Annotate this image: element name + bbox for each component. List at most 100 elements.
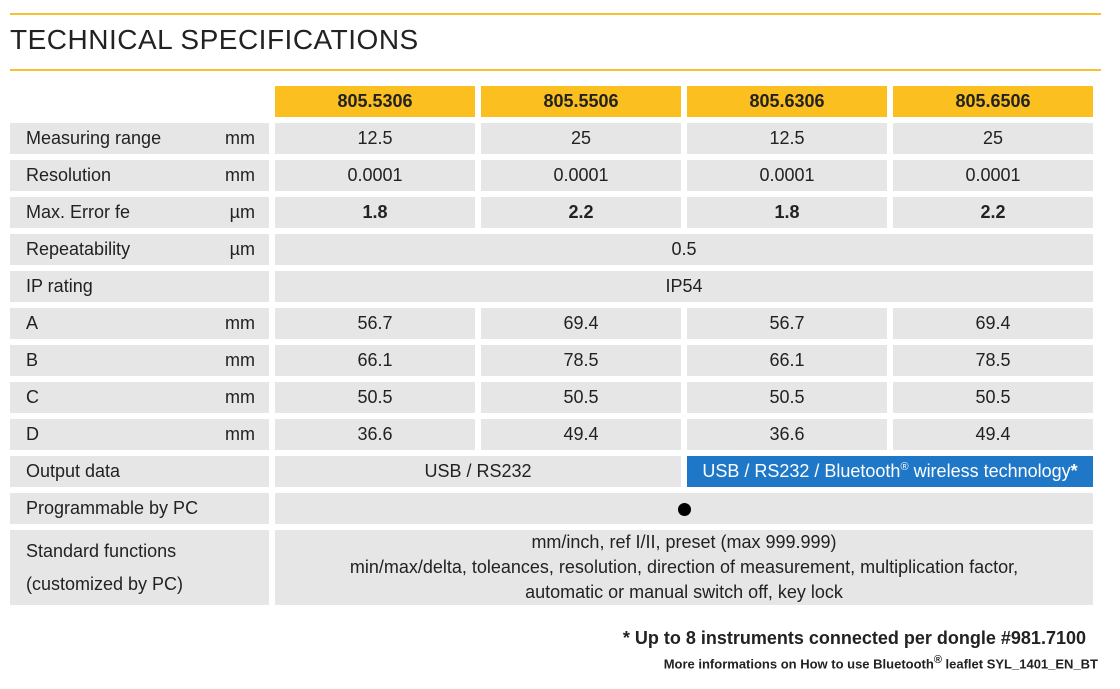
row-label: D [26, 424, 39, 444]
row-unit: mm [225, 128, 255, 148]
table-cell: 25 [893, 123, 1093, 154]
table-row: Resolution mm 0.0001 0.0001 0.0001 0.0001 [10, 160, 1093, 191]
standard-line: mm/inch, ref I/II, preset (max 999.999) [531, 532, 837, 552]
row-label-cell: Output data [10, 456, 269, 487]
table-cell: 69.4 [893, 308, 1093, 339]
table-cell: 36.6 [687, 419, 887, 450]
standard-functions-row: Standard functions (customized by PC) mm… [10, 530, 1093, 605]
row-label: Repeatability [26, 239, 131, 259]
row-label-cell: Measuring range mm [10, 123, 269, 154]
row-unit: mm [225, 387, 255, 407]
standard-functions-label: Standard functions (customized by PC) [26, 535, 269, 601]
output-bluetooth-cell: USB / RS232 / Bluetooth® wireless techno… [687, 456, 1093, 487]
row-label: C [26, 387, 39, 407]
table-cell: 0.0001 [275, 160, 475, 191]
row-label: Measuring range [26, 128, 162, 148]
table-cell: 49.4 [893, 419, 1093, 450]
standard-line: automatic or manual switch off, key lock [525, 582, 843, 602]
table-row: Measuring range mm 12.5 25 12.5 25 [10, 123, 1093, 154]
table-cell: 2.2 [481, 197, 681, 228]
header-row: 805.5306 805.5506 805.6306 805.6506 [10, 86, 1093, 117]
row-label: IP rating [26, 276, 93, 296]
table-cell: 50.5 [893, 382, 1093, 413]
standard-label-line: Standard functions [26, 540, 177, 561]
title-underline [10, 69, 1101, 71]
model-header: 805.5306 [275, 86, 475, 117]
footnote2-prefix: More informations on How to use Bluetoot… [663, 656, 934, 672]
table-cell: 49.4 [481, 419, 681, 450]
registered-mark: ® [900, 461, 909, 473]
output-usb-cell: USB / RS232 [275, 456, 681, 487]
row-label: Resolution [26, 165, 112, 185]
page-title: TECHNICAL SPECIFICATIONS [10, 24, 419, 55]
table-cell: 50.5 [687, 382, 887, 413]
table-cell: 0.0001 [687, 160, 887, 191]
footnote-bluetooth-leaflet: More informations on How to use Bluetoot… [664, 654, 1098, 671]
table-cell: 1.8 [275, 197, 475, 228]
row-unit: mm [225, 350, 255, 370]
row-unit: µm [229, 202, 255, 222]
output-data-row: Output data USB / RS232 USB / RS232 / Bl… [10, 456, 1093, 487]
row-label: Programmable by PC [26, 498, 199, 518]
row-unit: mm [225, 165, 255, 185]
table-cell: 2.2 [893, 197, 1093, 228]
model-header: 805.6506 [893, 86, 1093, 117]
table-cell: 56.7 [687, 308, 887, 339]
output-bluetooth-text: USB / RS232 / Bluetooth [702, 461, 901, 481]
row-label-cell: Repeatability µm [10, 234, 269, 265]
registered-mark: ® [933, 654, 942, 666]
row-label: A [26, 313, 39, 333]
row-unit: µm [229, 239, 255, 259]
standard-line: min/max/delta, toleances, resolution, di… [349, 557, 1019, 577]
row-unit: mm [225, 313, 255, 333]
table-cell: 0.0001 [893, 160, 1093, 191]
table-cell: 50.5 [275, 382, 475, 413]
table-cell: 56.7 [275, 308, 475, 339]
table-cell: 25 [481, 123, 681, 154]
row-unit: mm [225, 424, 255, 444]
row-label-cell: Max. Error fe µm [10, 197, 269, 228]
table-cell: 1.8 [687, 197, 887, 228]
merged-cell: IP54 [275, 271, 1093, 302]
merged-cell [275, 493, 1093, 524]
table-row: IP rating IP54 [10, 271, 1093, 302]
table-cell: 69.4 [481, 308, 681, 339]
footnote2-suffix: leaflet SYL_1401_EN_BT [941, 656, 1098, 672]
standard-label-line: (customized by PC) [26, 573, 184, 594]
table-cell: 78.5 [893, 345, 1093, 376]
row-label-cell: Programmable by PC [10, 493, 269, 524]
bullet-dot-icon [677, 502, 691, 516]
table-row: Max. Error fe µm 1.8 2.2 1.8 2.2 [10, 197, 1093, 228]
row-label-cell: Resolution mm [10, 160, 269, 191]
top-rule [10, 13, 1101, 15]
table-cell: 12.5 [687, 123, 887, 154]
table-cell: 78.5 [481, 345, 681, 376]
table-cell: 12.5 [275, 123, 475, 154]
row-label: B [26, 350, 39, 370]
merged-cell: 0.5 [275, 234, 1093, 265]
spec-table: 805.5306 805.5506 805.6306 805.6506 Meas… [4, 80, 1099, 611]
footnote-star: * [1070, 461, 1078, 481]
footnote-dongle: * Up to 8 instruments connected per dong… [622, 628, 1086, 648]
table-cell: 36.6 [275, 419, 475, 450]
output-bluetooth-suffix: wireless technology [908, 461, 1071, 481]
standard-functions-cell: mm/inch, ref I/II, preset (max 999.999) … [275, 530, 1093, 605]
model-header: 805.6306 [687, 86, 887, 117]
header-blank [10, 86, 269, 117]
row-label-cell: Standard functions (customized by PC) [10, 530, 269, 605]
row-label: Max. Error fe [26, 202, 131, 222]
table-row: Repeatability µm 0.5 [10, 234, 1093, 265]
table-cell: 50.5 [481, 382, 681, 413]
table-cell: 0.0001 [481, 160, 681, 191]
table-cell: 66.1 [275, 345, 475, 376]
row-label: Output data [26, 461, 121, 481]
programmable-row: Programmable by PC [10, 493, 1093, 524]
